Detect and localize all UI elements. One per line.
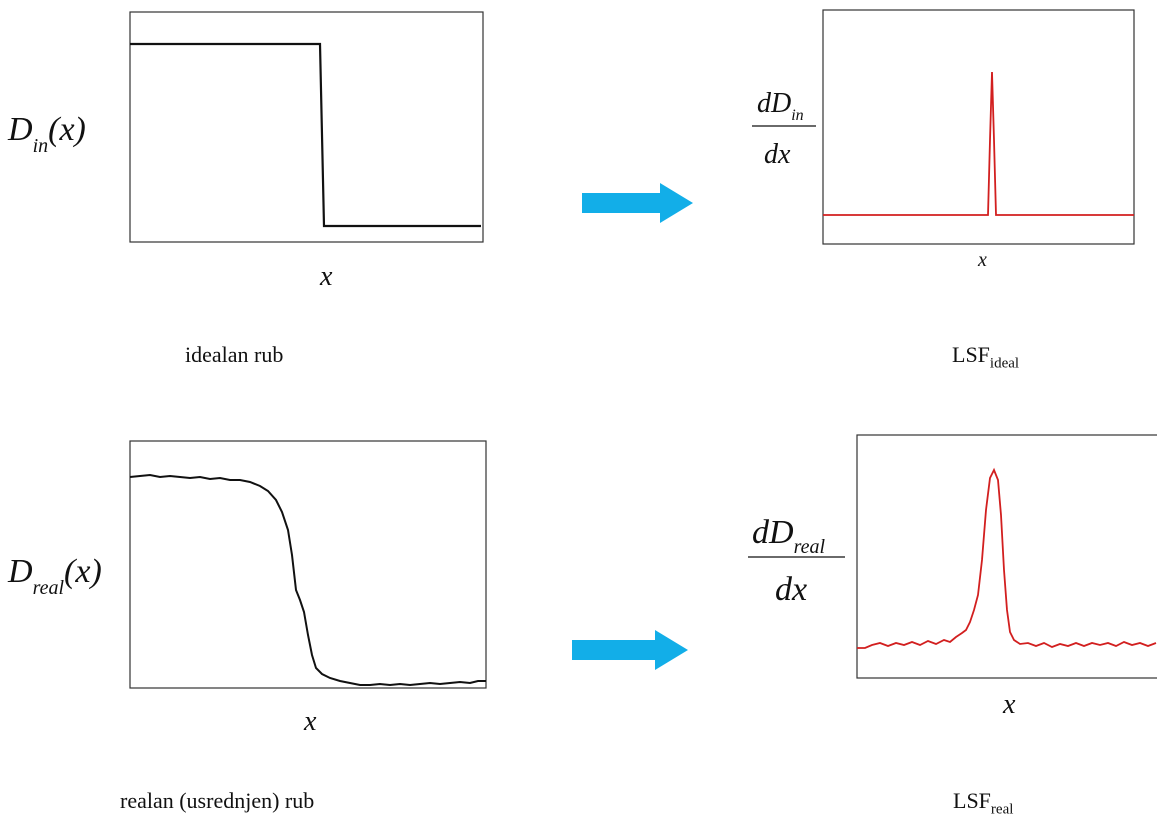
real-lsf-curve [857, 467, 1157, 649]
ideal-edge-curve [130, 42, 481, 228]
ideal-edge-ylabel: Din(x) [7, 111, 86, 157]
real-lsf-caption-main: LSF [953, 788, 991, 813]
real-lsf-frame [856, 434, 1157, 679]
real-lsf-ylabel-numerator: dDreal [752, 514, 825, 558]
ideal-edge-xlabel: x [319, 261, 333, 292]
arrow-bottom [572, 630, 688, 670]
ideal-lsf-caption-main: LSF [952, 342, 990, 367]
ideal-lsf-caption: LSFideal [952, 342, 1019, 372]
ideal-lsf-frame [822, 9, 1135, 245]
real-edge-frame [129, 440, 487, 689]
ideal-lsf-caption-sub: ideal [989, 355, 1020, 372]
real-edge-curve [129, 473, 486, 687]
ideal-lsf-xlabel: x [977, 249, 987, 271]
real-lsf-ylabel-denominator: dx [775, 571, 807, 608]
arrow-top [582, 183, 693, 223]
real-lsf-caption-sub: real [990, 801, 1014, 818]
ideal-lsf-curve [823, 71, 1134, 216]
ideal-lsf-ylabel-numerator: dDin [757, 88, 804, 124]
real-edge-xlabel: x [303, 706, 317, 737]
real-edge-ylabel: Dreal(x) [7, 553, 102, 599]
ideal-edge-caption: idealan rub [185, 342, 284, 367]
ideal-lsf-ylabel-denominator: dx [764, 139, 791, 170]
real-lsf-caption: LSFreal [953, 788, 1013, 818]
ideal-edge-frame [129, 11, 484, 243]
real-edge-caption: realan (usrednjen) rub [120, 788, 315, 813]
real-lsf-xlabel: x [1002, 689, 1016, 720]
